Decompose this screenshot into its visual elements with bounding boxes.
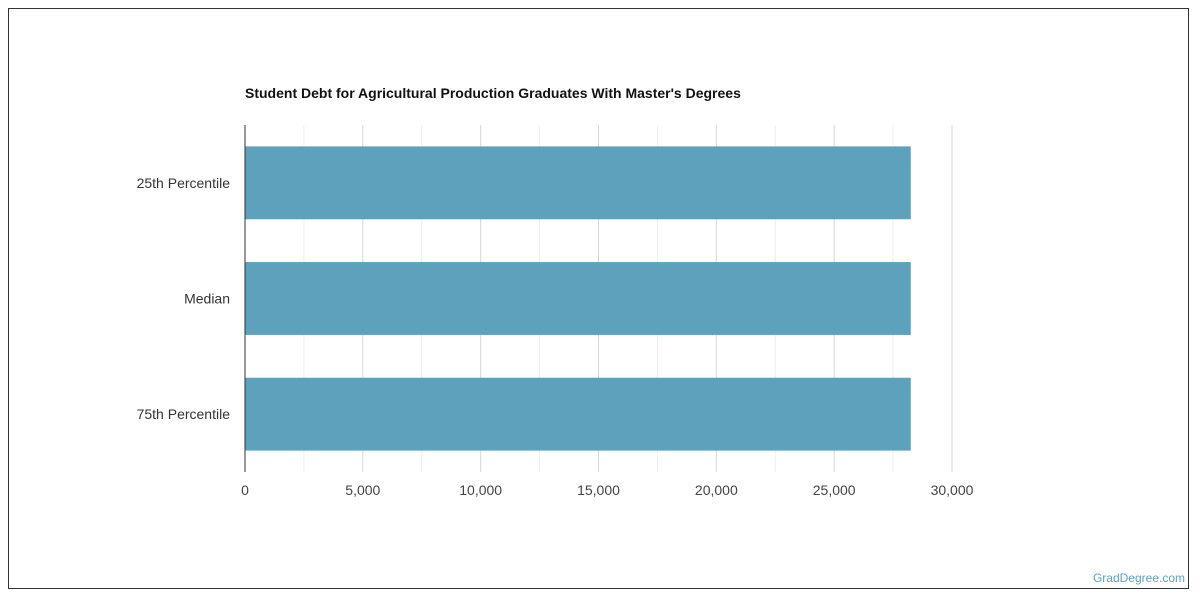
x-tick-label: 30,000: [931, 482, 974, 498]
x-tick-label: 0: [241, 482, 249, 498]
bars: [245, 146, 911, 451]
x-tick-label: 20,000: [695, 482, 738, 498]
bar: [245, 377, 911, 451]
x-tick-label: 15,000: [577, 482, 620, 498]
tick-labels: 0 5,000 10,000 15,000 20,000 25,000 30,000 25th…: [137, 175, 974, 498]
chart-title: Student Debt for Agricultural Production…: [245, 85, 741, 101]
x-tick-label: 5,000: [345, 482, 380, 498]
y-category-label: 75th Percentile: [137, 406, 231, 422]
bar: [245, 262, 911, 335]
source-link[interactable]: GradDegree.com: [1092, 571, 1185, 585]
x-tick-label: 25,000: [813, 482, 856, 498]
bar: [245, 146, 911, 220]
y-category-label: Median: [184, 291, 230, 307]
y-category-label: 25th Percentile: [137, 175, 231, 191]
x-tick-label: 10,000: [459, 482, 502, 498]
